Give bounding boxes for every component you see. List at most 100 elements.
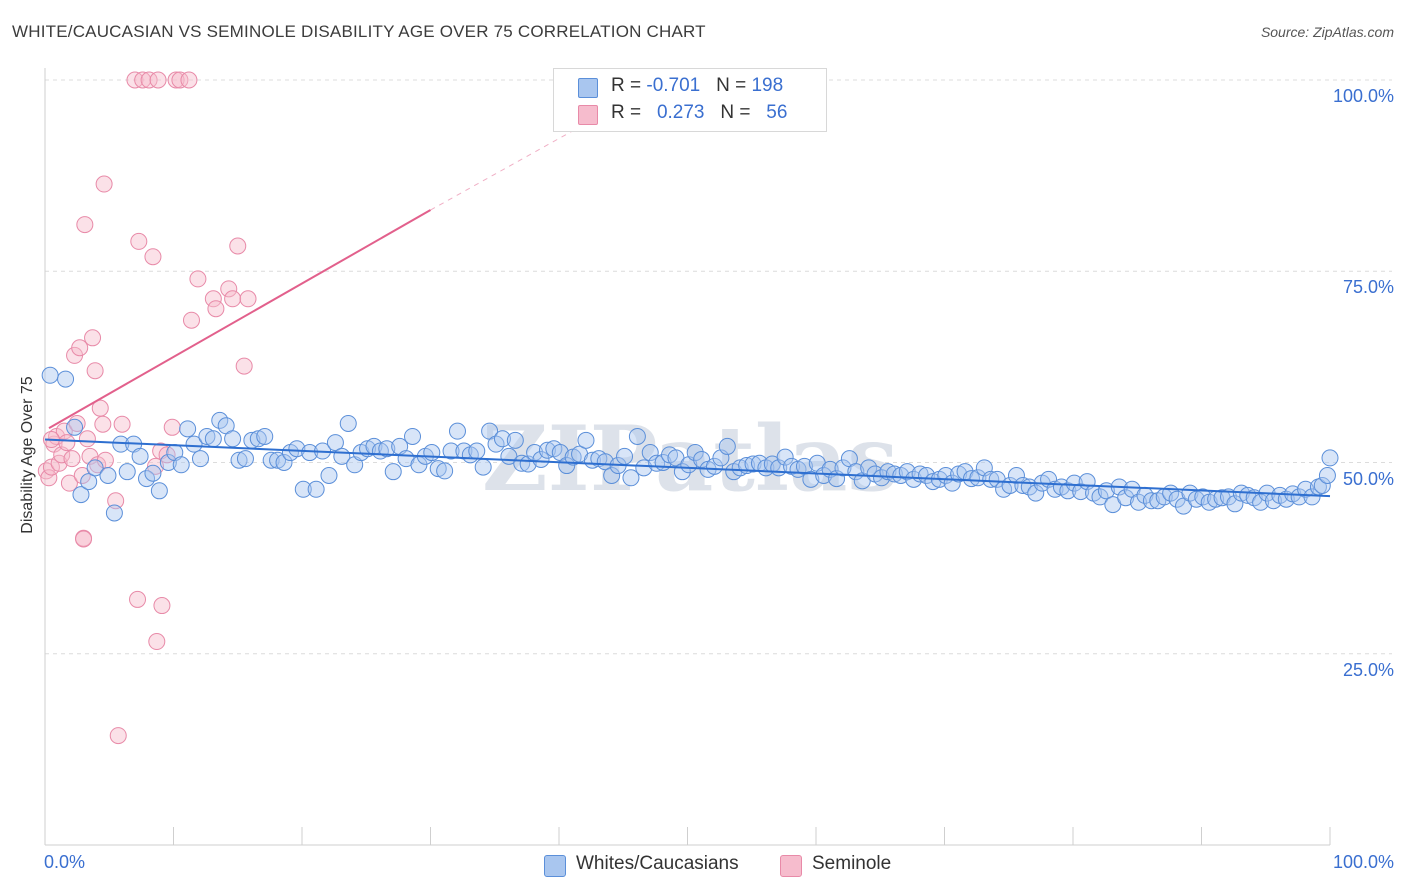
white-point: [288, 440, 306, 458]
seminole-point: [84, 329, 102, 347]
white-point: [1318, 467, 1336, 485]
white-point: [802, 470, 820, 488]
white-point: [269, 451, 287, 469]
seminole-point: [40, 469, 58, 487]
seminole-point: [180, 71, 198, 89]
white-trend-line: [44, 438, 1331, 498]
white-point: [150, 482, 168, 500]
white-point: [448, 422, 466, 440]
seminole-point: [58, 434, 76, 452]
seminole-point: [182, 311, 200, 329]
white-point: [262, 451, 280, 469]
legend-swatch-seminole: [578, 105, 598, 125]
chart-title: WHITE/CAUCASIAN VS SEMINOLE DISABILITY A…: [12, 22, 706, 41]
seminole-point: [71, 339, 89, 357]
white-point: [172, 456, 190, 474]
white-point: [404, 427, 422, 445]
seminole-point: [220, 280, 238, 298]
white-point: [834, 459, 852, 477]
white-point: [1313, 476, 1331, 494]
white-point: [224, 430, 242, 448]
white-point: [256, 427, 274, 445]
white-point: [86, 459, 104, 477]
correlation-legend: R = -0.701 N = 198 R = 0.273 N = 56: [553, 68, 827, 132]
white-point: [950, 465, 968, 483]
white-point: [57, 370, 75, 388]
seminole-point: [76, 216, 94, 234]
seminole-trend-line: [48, 209, 431, 429]
white-point: [635, 459, 653, 477]
legend-stats-white: R = -0.701 N = 198: [611, 75, 784, 96]
y-tick-label: 75.0%: [1342, 277, 1394, 298]
y-tick-label: 100.0%: [1332, 86, 1394, 106]
white-point: [230, 451, 248, 469]
white-point: [159, 454, 177, 471]
trend-lines: [44, 98, 1331, 498]
white-point: [1117, 489, 1135, 507]
white-point: [249, 430, 267, 448]
seminole-point: [63, 450, 81, 468]
white-point: [72, 486, 90, 504]
seminole-point: [94, 415, 112, 433]
seminole-point: [224, 290, 242, 308]
seminole-point: [60, 474, 78, 492]
white-point: [294, 480, 312, 498]
white-point: [384, 463, 402, 481]
white-point: [776, 448, 794, 466]
seminole-point: [129, 590, 147, 608]
white-point: [506, 431, 524, 449]
white-point: [532, 450, 550, 468]
white-point: [320, 467, 338, 485]
seminole-point: [163, 418, 181, 436]
white-point: [1065, 474, 1083, 492]
seminole-point: [86, 362, 104, 380]
legend-stats-seminole: R = 0.273 N = 56: [611, 102, 788, 123]
white-point: [179, 420, 197, 438]
white-point: [1130, 493, 1148, 511]
white-point: [144, 464, 162, 482]
seminole-point: [229, 237, 247, 255]
bottom-legend-swatch-white: [544, 855, 566, 877]
white-point: [1091, 488, 1109, 506]
y-axis-label: Disability Age Over 75: [19, 376, 36, 534]
seminole-point: [239, 290, 257, 308]
white-point: [66, 418, 84, 436]
white-point: [41, 366, 59, 384]
white-point: [185, 435, 203, 453]
seminole-point: [130, 232, 148, 250]
white-point: [1014, 476, 1032, 494]
white-point: [1303, 488, 1321, 506]
white-point: [1252, 493, 1270, 511]
white-point: [577, 431, 595, 449]
white-point: [191, 450, 209, 468]
white-point: [118, 463, 136, 481]
white-point: [378, 440, 396, 458]
white-point: [596, 453, 614, 471]
seminole-point: [42, 458, 60, 476]
white-point: [1046, 480, 1064, 498]
seminole-point: [107, 492, 125, 510]
seminole-point: [78, 430, 96, 448]
y-tick-label: 50.0%: [1342, 468, 1394, 489]
white-point: [538, 441, 556, 459]
white-point: [429, 460, 447, 478]
seminole-point: [134, 71, 152, 89]
seminole-point: [167, 71, 185, 89]
white-point: [493, 430, 511, 448]
seminole-point: [73, 467, 91, 485]
white-point: [99, 467, 117, 485]
white-points: [41, 366, 1339, 522]
bottom-legend-swatch-seminole: [780, 855, 802, 877]
white-point: [131, 447, 149, 465]
seminole-trend-extension: [430, 98, 630, 211]
white-point: [982, 470, 1000, 488]
white-point: [236, 450, 254, 468]
white-point: [641, 444, 659, 462]
white-point: [1219, 488, 1237, 506]
white-point: [718, 437, 736, 455]
seminole-point: [153, 597, 171, 615]
seminole-point: [144, 248, 162, 266]
seminole-point: [95, 175, 113, 193]
white-point: [628, 427, 646, 445]
